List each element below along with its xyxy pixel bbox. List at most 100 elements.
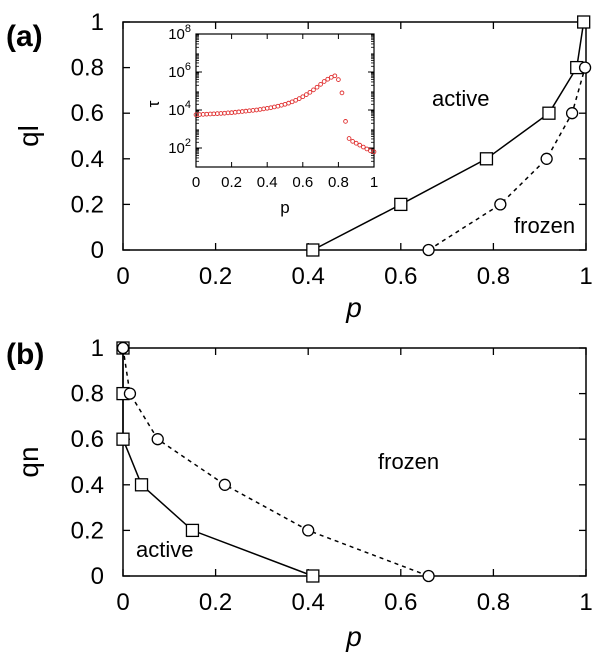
circle-marker: [540, 152, 553, 165]
y-tick-label: 0.2: [71, 517, 104, 544]
square-marker: [306, 243, 320, 257]
panel-a-ylabel: ql: [13, 125, 44, 147]
y-tick-label: 1: [91, 9, 104, 36]
inset-point: [296, 96, 302, 101]
panel-b: (b) 0 0.2 0.4 0.6 0.8 1 0 0.2 0.4 0.6 0.8 1 p qn f…: [6, 335, 592, 652]
y-tick-label: 0.4: [71, 146, 104, 173]
panel-b-series: [116, 341, 435, 583]
inset-x-tick-label: 0.2: [221, 174, 242, 191]
inset-point: [311, 87, 316, 93]
inset-point: [325, 76, 331, 82]
circle-marker: [116, 341, 130, 355]
panel-a-label: (a): [6, 20, 43, 53]
y-tick-label: 0.8: [71, 55, 104, 82]
inset-point: [304, 92, 309, 97]
y-tick-label: 0.8: [71, 381, 104, 408]
inset-ylabel: τ: [144, 100, 163, 107]
inset-point: [318, 81, 323, 87]
panel-a-annotation-active: active: [432, 86, 489, 111]
square-marker: [116, 432, 130, 446]
inset-point: [332, 73, 338, 79]
square-marker: [134, 478, 149, 492]
panel-b-xlabel: p: [345, 621, 362, 652]
inset-frame: [195, 33, 375, 168]
inset-y-tick-label: 104: [168, 99, 191, 119]
panel-a-series: [306, 15, 592, 257]
series-line-circle: [122, 347, 429, 577]
inset-point: [350, 139, 355, 144]
inset-point: [371, 149, 377, 155]
square-marker: [306, 569, 320, 583]
panel-a-xtick-labels: 0 0.2 0.4 0.6 0.8 1: [116, 263, 592, 290]
x-tick-label: 0.2: [199, 263, 232, 290]
y-tick-label: 0.2: [71, 191, 104, 218]
inset-point: [343, 119, 348, 124]
series-line-square: [122, 348, 314, 577]
x-tick-label: 0.6: [384, 589, 417, 616]
inset-y-tick-label: 108: [168, 23, 191, 43]
circle-marker: [123, 387, 137, 400]
inset-xtick-labels: 0 0.2 0.4 0.6 0.8 1: [192, 174, 378, 191]
panel-b-ytick-labels: 0 0.2 0.4 0.6 0.8 1: [71, 335, 104, 590]
square-marker: [542, 106, 556, 120]
x-tick-label: 0.8: [477, 263, 510, 290]
circle-marker: [302, 524, 315, 537]
inset-x-tick-label: 0.6: [292, 174, 313, 191]
panel-b-frame: [122, 347, 587, 577]
x-tick-label: 0.6: [384, 263, 417, 290]
panel-a-ytick-labels: 0 0.2 0.4 0.6 0.8 1: [71, 9, 104, 264]
inset: 0 0.2 0.4 0.6 0.8 1 102 104 106 108 p τ: [144, 23, 378, 217]
x-tick-label: 0: [116, 589, 129, 616]
inset-point: [346, 136, 352, 141]
circle-marker: [218, 478, 232, 491]
panel-a-xlabel: p: [345, 292, 362, 323]
x-tick-label: 1: [579, 589, 592, 616]
circle-marker: [565, 107, 579, 120]
panel-a: (a) 0 0.2 0.4 0.6 0.8 1 0 0.2 0.4 0.6 0.8 1 p ql a…: [6, 9, 592, 323]
panel-b-ylabel: qn: [13, 446, 44, 477]
inset-ticks: [195, 33, 375, 167]
inset-x-tick-label: 0: [192, 174, 200, 191]
x-tick-label: 0.4: [292, 263, 325, 290]
panel-b-label: (b): [6, 338, 44, 371]
inset-ytick-labels: 102 104 106 108: [168, 23, 191, 157]
y-tick-label: 0.4: [71, 472, 104, 499]
inset-point: [300, 94, 306, 100]
x-tick-label: 0.2: [199, 589, 232, 616]
x-tick-label: 0: [116, 263, 129, 290]
inset-point: [307, 89, 313, 95]
y-tick-label: 0: [91, 563, 104, 590]
panel-a-annotation-frozen: frozen: [514, 213, 575, 238]
circle-marker: [494, 198, 507, 211]
inset-point: [339, 90, 345, 96]
panel-b-annotation-frozen: frozen: [378, 449, 439, 474]
panel-b-annotation-active: active: [136, 537, 193, 562]
inset-point: [293, 97, 299, 103]
y-tick-label: 0.6: [71, 426, 104, 453]
inset-point: [353, 140, 359, 146]
circle-marker: [422, 569, 435, 583]
x-tick-label: 1: [579, 263, 592, 290]
inset-points: [193, 73, 377, 155]
series-line-circle: [428, 67, 586, 251]
panel-a-frame: [122, 21, 587, 251]
x-tick-label: 0.8: [477, 589, 510, 616]
square-marker: [577, 15, 591, 29]
inset-point: [336, 77, 341, 82]
inset-point: [357, 142, 363, 148]
square-marker: [479, 152, 494, 166]
circle-marker: [422, 243, 435, 257]
inset-point: [314, 84, 320, 90]
square-marker: [185, 523, 200, 538]
inset-y-tick-label: 106: [168, 61, 191, 81]
inset-y-tick-label: 102: [168, 137, 191, 157]
circle-marker: [151, 433, 164, 446]
y-tick-label: 1: [91, 335, 104, 362]
square-marker: [394, 197, 408, 212]
y-tick-label: 0.6: [71, 100, 104, 127]
inset-x-tick-label: 0.4: [257, 174, 278, 191]
inset-xlabel: p: [280, 198, 289, 217]
circle-marker: [578, 61, 592, 74]
series-line-square: [312, 21, 585, 251]
